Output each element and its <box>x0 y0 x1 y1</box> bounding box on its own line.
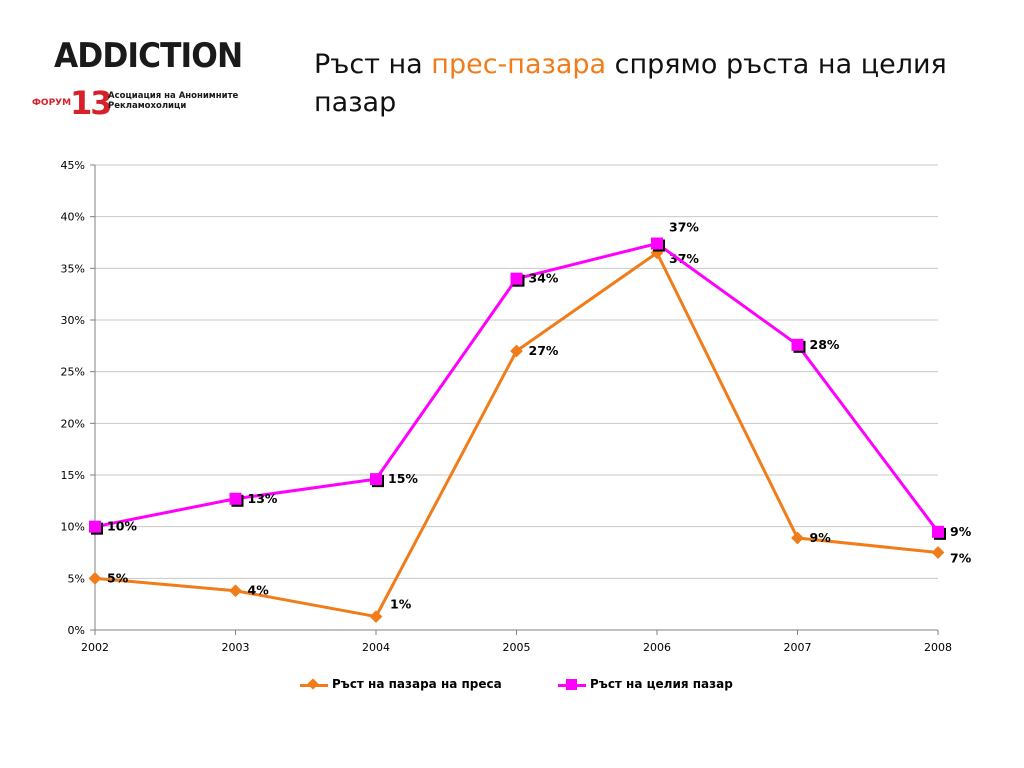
x-tick-label: 2005 <box>503 641 531 654</box>
data-label: 27% <box>529 343 559 358</box>
data-point-press <box>229 584 242 598</box>
logo-wordmark: ADDICTION <box>54 36 243 76</box>
data-label: 13% <box>248 491 278 506</box>
data-point-total <box>229 492 242 505</box>
data-label: 37% <box>669 251 699 266</box>
title-part1: Ръст на <box>314 49 432 80</box>
data-label: 7% <box>950 551 972 566</box>
data-label: 34% <box>529 271 559 286</box>
y-tick-label: 10% <box>61 521 85 534</box>
logo-subtitle-line2: Рекламохолици <box>108 101 187 111</box>
y-tick-label: 5% <box>68 572 85 585</box>
x-tick-label: 2007 <box>784 641 812 654</box>
logo-subtitle: Асоциация на Анонимните Рекламохолици <box>108 91 248 111</box>
data-point-total <box>932 525 944 538</box>
data-point-press <box>369 610 383 623</box>
x-tick-label: 2008 <box>924 641 952 654</box>
data-label: 28% <box>810 337 840 352</box>
title-highlight: прес-пазара <box>431 49 607 80</box>
logo-forum-label: ФОРУМ <box>32 98 72 108</box>
y-tick-label: 35% <box>61 262 85 275</box>
data-point-press <box>931 546 945 559</box>
y-tick-label: 0% <box>68 624 85 637</box>
series-line-press <box>94 251 939 619</box>
y-tick-label: 25% <box>61 366 85 379</box>
y-tick-label: 30% <box>61 314 85 327</box>
logo-number: 13 <box>70 84 113 122</box>
data-point-total <box>791 338 804 351</box>
slide-title: Ръст на прес-пазара спрямо ръста на цели… <box>314 46 954 122</box>
legend-marker-total <box>566 679 577 690</box>
title-part2: спрямо ръста на целия пазар <box>314 49 947 118</box>
legend-label-total: Ръст на целия пазар <box>590 677 733 691</box>
data-label: 10% <box>107 519 137 534</box>
data-label: 1% <box>390 597 412 612</box>
y-tick-label: 20% <box>61 417 85 430</box>
data-label: 5% <box>107 570 129 585</box>
y-tick-label: 45% <box>61 159 85 172</box>
y-tick-label: 15% <box>61 469 85 482</box>
data-label: 15% <box>388 471 418 486</box>
addiction-logo: ADDICTION ФОРУМ 13 Асоциация на Анонимни… <box>30 36 245 126</box>
x-tick-label: 2002 <box>81 641 109 654</box>
data-point-press <box>88 571 102 585</box>
x-tick-label: 2006 <box>643 641 671 654</box>
data-label: 9% <box>950 524 972 539</box>
data-label: 37% <box>669 220 699 235</box>
data-point-total <box>510 272 523 285</box>
data-label: 9% <box>810 530 832 545</box>
logo-subtitle-line1: Асоциация на Анонимните <box>108 91 239 101</box>
x-tick-label: 2003 <box>222 641 250 654</box>
y-tick-label: 40% <box>61 211 85 224</box>
x-tick-label: 2004 <box>362 641 390 654</box>
legend-label-press: Ръст на пазара на преса <box>332 677 502 691</box>
data-label: 4% <box>248 583 270 598</box>
data-point-total <box>651 237 663 250</box>
data-point-total <box>89 520 101 533</box>
data-point-total <box>370 473 382 486</box>
series-line-total <box>94 242 940 533</box>
data-point-press <box>791 531 804 545</box>
